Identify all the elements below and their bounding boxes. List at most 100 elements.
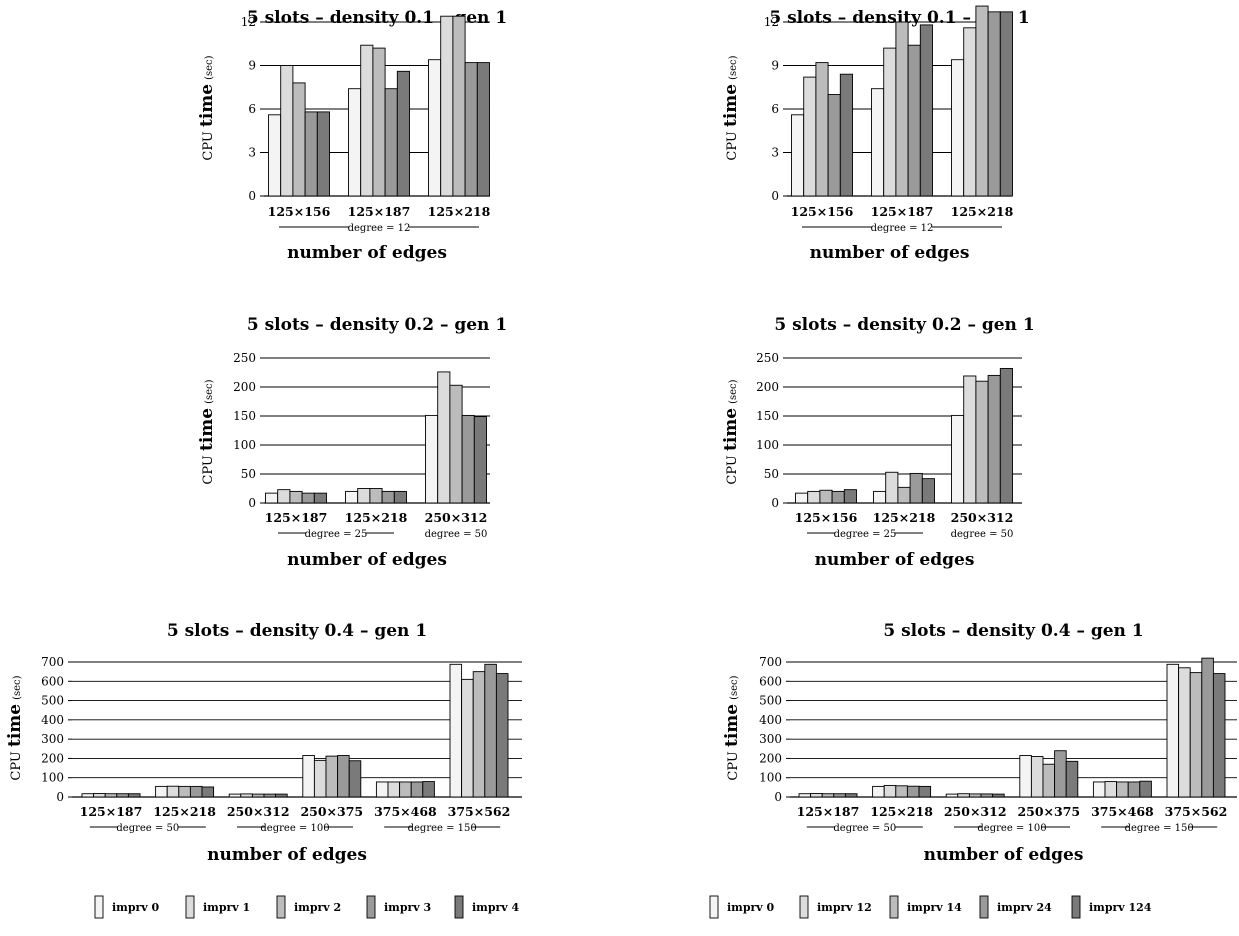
bar-imprv-24 [1201,657,1214,798]
bar-imprv-0 [228,793,242,798]
degree-label: degree = 150 [408,823,477,834]
bar-imprv-4 [396,70,410,197]
y-tick-label: 300 [759,732,782,746]
bar-imprv-4 [476,62,490,197]
bar-imprv-3 [464,62,478,197]
bar-imprv-12 [810,793,823,798]
y-tick-label: 100 [756,438,779,452]
bar-imprv-14 [968,793,982,798]
bar-imprv-124 [992,793,1005,798]
bar-imprv-3 [410,781,424,798]
y-tick-label: 400 [759,713,782,727]
bar-imprv-124 [1212,673,1226,798]
bar-imprv-3 [263,793,277,798]
bar-imprv-1 [360,44,374,197]
y-tick-label: 250 [756,351,779,365]
x-tick-label: 125×156 [268,204,331,219]
bar-imprv-4 [495,673,509,798]
y-axis-label: CPU time(sec) [722,675,742,780]
legend-label: imprv 1 [203,901,250,914]
legend-label: imprv 124 [1089,901,1152,914]
legend-item: imprv 2 [276,895,341,919]
x-tick-label: 125×218 [428,204,491,219]
bar-imprv-0 [428,59,442,197]
bar-imprv-24 [831,490,845,504]
y-tick-label: 0 [56,790,64,804]
legend-2: imprv 0 imprv 12 imprv 14 imprv 24 imprv 124 [709,895,1152,919]
legend-label: imprv 14 [907,901,962,914]
bar-imprv-0 [265,492,279,504]
x-tick-label: 375×562 [1165,804,1228,819]
bar-imprv-14 [975,380,989,504]
y-tick-label: 200 [759,751,782,765]
degree-label: degree = 50 [425,529,488,540]
degree-label: degree = 12 [871,223,934,234]
y-tick-label: 0 [771,189,779,203]
bar-imprv-3 [189,785,203,798]
bar-imprv-24 [827,94,841,197]
y-tick-label: 0 [248,189,256,203]
y-tick-label: 500 [41,694,64,708]
bar-imprv-24 [987,374,1001,504]
x-tick-label: 125×156 [791,204,854,219]
x-tick-label: 125×218 [153,804,216,819]
x-axis-title: number of edges [207,845,367,865]
x-tick-label: 250×375 [1017,804,1080,819]
y-tick-label: 100 [759,771,782,785]
bar-imprv-2 [251,793,265,798]
y-tick-label: 300 [41,732,64,746]
y-tick-label: 200 [756,380,779,394]
y-tick-label: 0 [248,496,256,510]
bar-imprv-0 [791,114,805,197]
bar-imprv-4 [473,416,487,504]
bar-imprv-1 [387,781,401,798]
bar-imprv-14 [975,5,989,197]
legend-1: imprv 0 imprv 1 imprv 2 imprv 3 imprv 4 [94,895,520,919]
x-axis-title: number of edges [815,550,975,570]
bar-imprv-3 [461,414,475,504]
legend-item: imprv 4 [454,895,520,919]
x-tick-label: 125×187 [797,804,860,819]
x-tick-label: 375×468 [1091,804,1154,819]
y-tick-label: 9 [248,59,256,73]
bar-imprv-1 [240,793,253,798]
y-tick-label: 600 [759,674,782,688]
bar-imprv-12 [963,375,977,504]
y-tick-label: 3 [248,146,256,160]
bar-imprv-12 [1030,756,1044,798]
x-tick-label: 125×156 [795,510,858,525]
bar-imprv-3 [384,88,398,197]
bar-imprv-3 [116,793,129,798]
bar-imprv-1 [437,371,451,504]
y-tick-label: 600 [41,674,64,688]
bar-imprv-4 [275,793,288,798]
legend-swatch [185,895,195,919]
degree-label: degree = 50 [833,823,896,834]
bar-imprv-124 [999,11,1013,197]
y-tick-label: 6 [771,102,779,116]
bar-imprv-24 [980,793,994,798]
y-tick-label: 0 [774,790,782,804]
x-tick-label: 250×312 [425,510,488,525]
x-tick-label: 250×312 [944,804,1007,819]
degree-label: degree = 12 [348,223,411,234]
bar-imprv-12 [1104,781,1118,798]
x-tick-label: 125×187 [348,204,411,219]
bar-imprv-124 [918,785,932,798]
y-tick-label: 150 [233,409,256,423]
bar-imprv-14 [895,785,908,798]
y-tick-label: 9 [771,59,779,73]
bar-imprv-124 [1139,780,1152,798]
bar-imprv-124 [921,478,935,504]
chart-panel-5: 5 slots – density 0.4 – gen 1 0 100 200 300 4… [5,621,522,865]
bar-imprv-12 [885,471,899,504]
bar-imprv-0 [345,490,359,504]
y-axis-label: CPU time(sec) [197,379,217,484]
bar-imprv-0 [951,59,965,197]
bar-imprv-14 [815,62,829,197]
chart-panel-2: 5 slots – density 0.1 – gen 1 0 3 6 9 12 CPU t… [721,5,1030,263]
bar-imprv-1 [357,488,371,504]
legend-swatch [276,895,286,919]
bar-imprv-24 [909,472,923,504]
